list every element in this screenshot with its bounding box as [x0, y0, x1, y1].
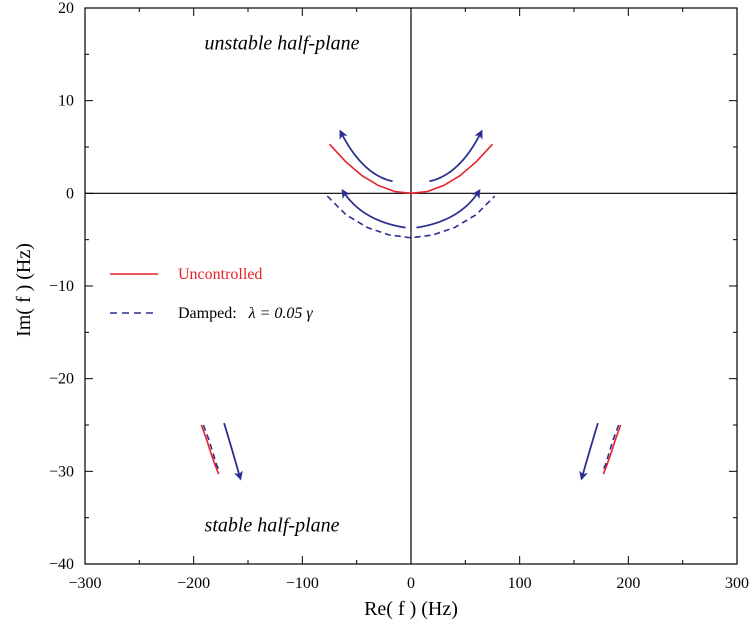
legend-label-damped: Damped: λ = 0.05 γ: [178, 305, 313, 322]
direction-arrow-1: [429, 129, 483, 183]
y-tick-label: −40: [49, 556, 74, 573]
x-tick-label: 300: [725, 575, 749, 592]
direction-arrow-2: [341, 189, 406, 229]
y-tick-label: −10: [49, 278, 74, 295]
y-tick-label: −30: [49, 463, 74, 480]
x-tick-label: 100: [508, 575, 532, 592]
x-tick-label: 0: [407, 575, 415, 592]
direction-arrow-4: [223, 422, 243, 481]
zero-axis-lines: [85, 8, 737, 564]
legend-damped-prefix: Damped:: [178, 305, 237, 322]
series-uncontrolled-segment-3: [602, 424, 622, 475]
direction-arrow-5: [579, 422, 599, 481]
legend-label-uncontrolled: Uncontrolled: [178, 266, 262, 283]
y-tick-label: 10: [58, 93, 74, 110]
x-tick-label: −200: [177, 575, 210, 592]
direction-arrow-0: [339, 129, 393, 183]
annotation-unstable-half-plane: unstable half-plane: [205, 33, 360, 55]
direction-arrows: [223, 129, 599, 481]
y-tick-label: 0: [66, 185, 74, 202]
x-tick-label: −100: [286, 575, 319, 592]
series-damped-segment-2: [601, 424, 620, 472]
y-tick-label: 20: [58, 0, 74, 17]
x-tick-label: 200: [616, 575, 640, 592]
y-axis-title: Im( f ) (Hz): [13, 243, 35, 337]
y-tick-label: −20: [49, 371, 74, 388]
direction-arrow-3: [416, 189, 481, 229]
axis-ticks: [84, 7, 738, 565]
series-layer: [200, 143, 622, 475]
x-tick-label: −300: [68, 575, 101, 592]
legend-damped-formula: λ = 0.05 γ: [248, 305, 314, 322]
series-uncontrolled-segment-2: [200, 424, 220, 475]
series-uncontrolled-segment-1: [410, 143, 494, 195]
x-axis-title: Re( f ) (Hz): [364, 598, 458, 620]
series-damped-segment-0: [326, 195, 496, 239]
series-uncontrolled-segment-0: [328, 143, 412, 195]
annotations: unstable half-plane stable half-plane: [205, 33, 360, 537]
annotation-stable-half-plane: stable half-plane: [205, 515, 340, 537]
legend: Uncontrolled Damped: λ = 0.05 γ: [110, 266, 313, 322]
series-damped-segment-1: [202, 424, 221, 472]
